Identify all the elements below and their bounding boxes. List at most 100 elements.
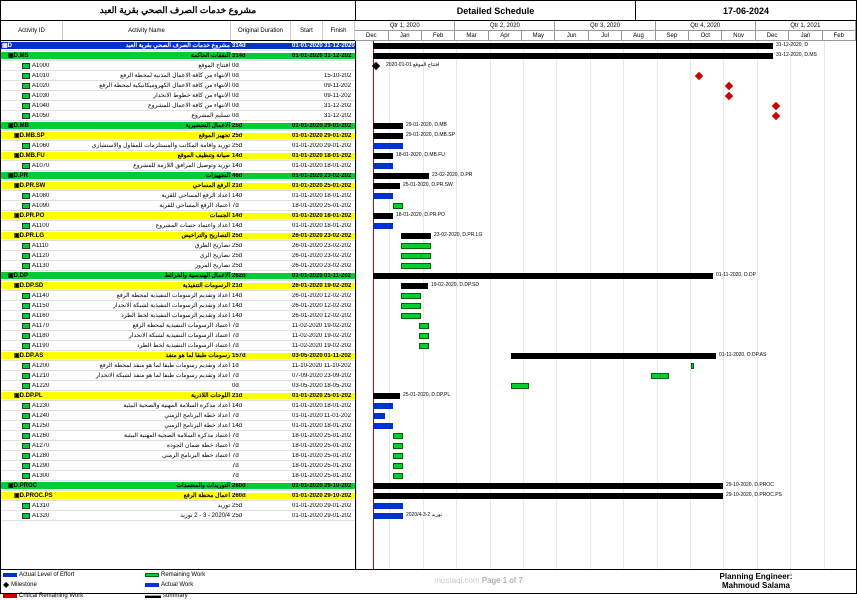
gantt-bar[interactable] (373, 273, 713, 279)
gantt-bar[interactable] (373, 483, 723, 489)
milestone-marker[interactable] (772, 102, 780, 110)
activity-row[interactable]: A1170اعتماد الرسومات التنفيذية لمحطة الر… (1, 321, 355, 331)
activity-row[interactable]: A1130تصاريح المرور25d26-01-202023-02-202 (1, 261, 355, 271)
gantt-bar[interactable] (373, 403, 393, 409)
milestone-marker[interactable] (725, 92, 733, 100)
gantt-bar[interactable] (373, 163, 393, 169)
activity-row[interactable]: A1250اعداد خطة البرنامج الزمني14d01-01-2… (1, 421, 355, 431)
activity-row[interactable]: A1230اعداد مذكرة السلامة المهنية والصحية… (1, 401, 355, 411)
gantt-bar[interactable] (373, 223, 393, 229)
gantt-bar[interactable] (401, 283, 428, 289)
activity-row[interactable]: A1070توريد وتوصيل المرافق اللازمة للمشرو… (1, 161, 355, 171)
gantt-bar[interactable] (373, 393, 400, 399)
activity-row[interactable]: ▣D.DP.PLاللوحات اللاذرية21d01-01-202025-… (1, 391, 355, 401)
gantt-bar[interactable] (401, 253, 431, 259)
gantt-bar[interactable] (401, 243, 431, 249)
activity-row[interactable]: A1310توريد25d01-01-202029-01-202 (1, 501, 355, 511)
gantt-bar[interactable] (373, 173, 429, 179)
activity-row[interactable]: A1180اعتماد الرسومات التنفيذية لشبكة الا… (1, 331, 355, 341)
milestone-marker[interactable] (695, 72, 703, 80)
activity-row[interactable]: ▣D.PR.LGالتصاريح والتراخيص25d26-01-20202… (1, 231, 355, 241)
activity-row[interactable]: A1020الانتهاء من كافة الاعمال الكهروميكا… (1, 81, 355, 91)
gantt-bar[interactable] (373, 493, 723, 499)
activity-row[interactable]: ▣D.PR.SWالرفع المساحي21d01-01-202025-01-… (1, 181, 355, 191)
activity-row[interactable]: ▣D.MB.SPتجهيز الموقع25d01-01-202029-01-2… (1, 131, 355, 141)
gantt-bar[interactable] (373, 213, 393, 219)
gantt-bar[interactable] (401, 263, 431, 269)
activity-row[interactable]: A1150اعداد وتقديم الرسومات التنفيذية لشب… (1, 301, 355, 311)
gantt-bar[interactable] (401, 303, 421, 309)
activity-row[interactable]: ▣D.MBالاعمال التحضيرية25d01-01-202029-01… (1, 121, 355, 131)
activity-row[interactable]: A1010الانتهاء من كافة الاعمال المدنية لم… (1, 71, 355, 81)
activity-row[interactable]: A1270اعتماد خطة ضمان الجودة7d18-01-20202… (1, 441, 355, 451)
activity-row[interactable]: A1240اعداد خطة البرنامج الزمني7d01-01-20… (1, 411, 355, 421)
activity-row[interactable]: ▣D.DP.ASرسومات طبقا لما هو منفذ157d03-05… (1, 351, 355, 361)
gantt-bar[interactable] (419, 333, 429, 339)
activity-id: D.DP (14, 273, 28, 279)
gantt-bar[interactable] (373, 43, 773, 49)
activity-row[interactable]: A1030الانتهاء من كافة خطوط الانحدار0d09-… (1, 91, 355, 101)
activity-row[interactable]: ▣Dمشروع خدمات الصرف الصحي بقرية العبد314… (1, 41, 355, 51)
activity-row[interactable]: ▣D.MB.FUصيانة وتنظيف الموقع14d01-01-2020… (1, 151, 355, 161)
activity-row[interactable]: A13007d18-01-202025-01-202 (1, 471, 355, 481)
activity-row[interactable]: A12907d18-01-202025-01-202 (1, 461, 355, 471)
gantt-bar[interactable] (373, 413, 385, 419)
gantt-bar[interactable] (373, 133, 403, 139)
gantt-bar[interactable] (373, 143, 403, 149)
activity-row[interactable]: ▣D.PROC.PSاعمال محطة الرفع260d01-01-2020… (1, 491, 355, 501)
gantt-bar[interactable] (373, 423, 393, 429)
gantt-bar[interactable] (373, 193, 393, 199)
gantt-bar[interactable] (373, 153, 393, 159)
gantt-bar[interactable] (373, 53, 773, 59)
gantt-bar[interactable] (393, 463, 403, 469)
activity-row[interactable]: ▣D.PROCالتوريدات والمعتمدات260d01-01-202… (1, 481, 355, 491)
activity-row[interactable]: ▣D.PRالتجهيزات46d01-01-202023-02-202 (1, 171, 355, 181)
gantt-bar[interactable] (511, 383, 529, 389)
gantt-bar[interactable] (373, 123, 403, 129)
activity-row[interactable]: ▣D.MSالنفقات الحاكمة314d01-01-202031-12-… (1, 51, 355, 61)
milestone-marker[interactable] (772, 112, 780, 120)
activity-row[interactable]: A1080اعداد الرفع المساحي للقرية14d01-01-… (1, 191, 355, 201)
activity-row[interactable]: A1160اعداد وتقديم الرسومات التنفيذية لخط… (1, 311, 355, 321)
activity-row[interactable]: ▣D.DP.SDالرسومات التنفيذية21d26-01-20201… (1, 281, 355, 291)
gantt-bar[interactable] (393, 453, 403, 459)
gantt-bar[interactable] (651, 373, 669, 379)
gantt-bar[interactable] (373, 183, 400, 189)
gantt-bar[interactable] (373, 513, 403, 519)
gantt-bar[interactable] (393, 433, 403, 439)
activity-row[interactable]: A1110تصاريح الطرق25d26-01-202023-02-202 (1, 241, 355, 251)
activity-id: A1310 (32, 503, 49, 509)
gantt-bar[interactable] (393, 443, 403, 449)
activity-row[interactable]: A1140اعداد وتقديم الرسومات التنفيذية لمح… (1, 291, 355, 301)
activity-row[interactable]: A1000افتتاح الموقع0d (1, 61, 355, 71)
milestone-marker[interactable] (725, 82, 733, 90)
bar-label: 25-01-2020, D.DP.PL (403, 392, 450, 398)
activity-row[interactable]: ▣D.PR.POالجسات14d01-01-202018-01-202 (1, 211, 355, 221)
gantt-bar[interactable] (401, 233, 431, 239)
activity-row[interactable]: A1050تسليم المشروع0d31-12-202 (1, 111, 355, 121)
activity-row[interactable]: A1060توريد واقامة المكاتب والمستلزمات لل… (1, 141, 355, 151)
activity-row[interactable]: A1260اعتماد مذكرة السلامة الصحية المهنية… (1, 431, 355, 441)
activity-row[interactable]: A13202020/4 - 3 - 2 توريد25d01-01-202029… (1, 511, 355, 521)
activity-row[interactable]: A1190اعتماد الرسومات التنفيذية لخط الطرد… (1, 341, 355, 351)
activity-row[interactable]: A1210اعداد وتقديم رسومات طبقا لما هو منف… (1, 371, 355, 381)
activity-row[interactable]: A1280اعتماد خطة البرنامج الزمني7d18-01-2… (1, 451, 355, 461)
activity-row[interactable]: ▣D.DPالاعمال الهندسية والخرائط262d01-01-… (1, 271, 355, 281)
gantt-bar[interactable] (393, 203, 403, 209)
activity-row[interactable]: A1120تصاريح الري25d26-01-202023-02-202 (1, 251, 355, 261)
gantt-bar[interactable] (401, 313, 421, 319)
activity-row[interactable]: A1040الانتهاء من كافة الاعمال للمشروع0d3… (1, 101, 355, 111)
activity-row[interactable]: A1100اعداد واعتماد جسات المشروع14d01-01-… (1, 221, 355, 231)
gantt-bar[interactable] (373, 503, 403, 509)
activity-row[interactable]: A12200d03-05-202018-05-202 (1, 381, 355, 391)
gantt-bar[interactable] (419, 323, 429, 329)
gantt-bar[interactable] (511, 353, 716, 359)
activity-row[interactable]: A1090اعتماد الرفع المساحي للقرية7d18-01-… (1, 201, 355, 211)
milestone-marker[interactable] (372, 62, 380, 70)
gantt-bar[interactable] (691, 363, 694, 369)
activity-row[interactable]: A1200اعداد وتقديم رسومات طبقا لما هو منف… (1, 361, 355, 371)
gantt-bar[interactable] (393, 473, 403, 479)
finish-date: 31-12-202 (323, 53, 355, 59)
gantt-bar[interactable] (419, 343, 429, 349)
gantt-bar[interactable] (401, 293, 421, 299)
